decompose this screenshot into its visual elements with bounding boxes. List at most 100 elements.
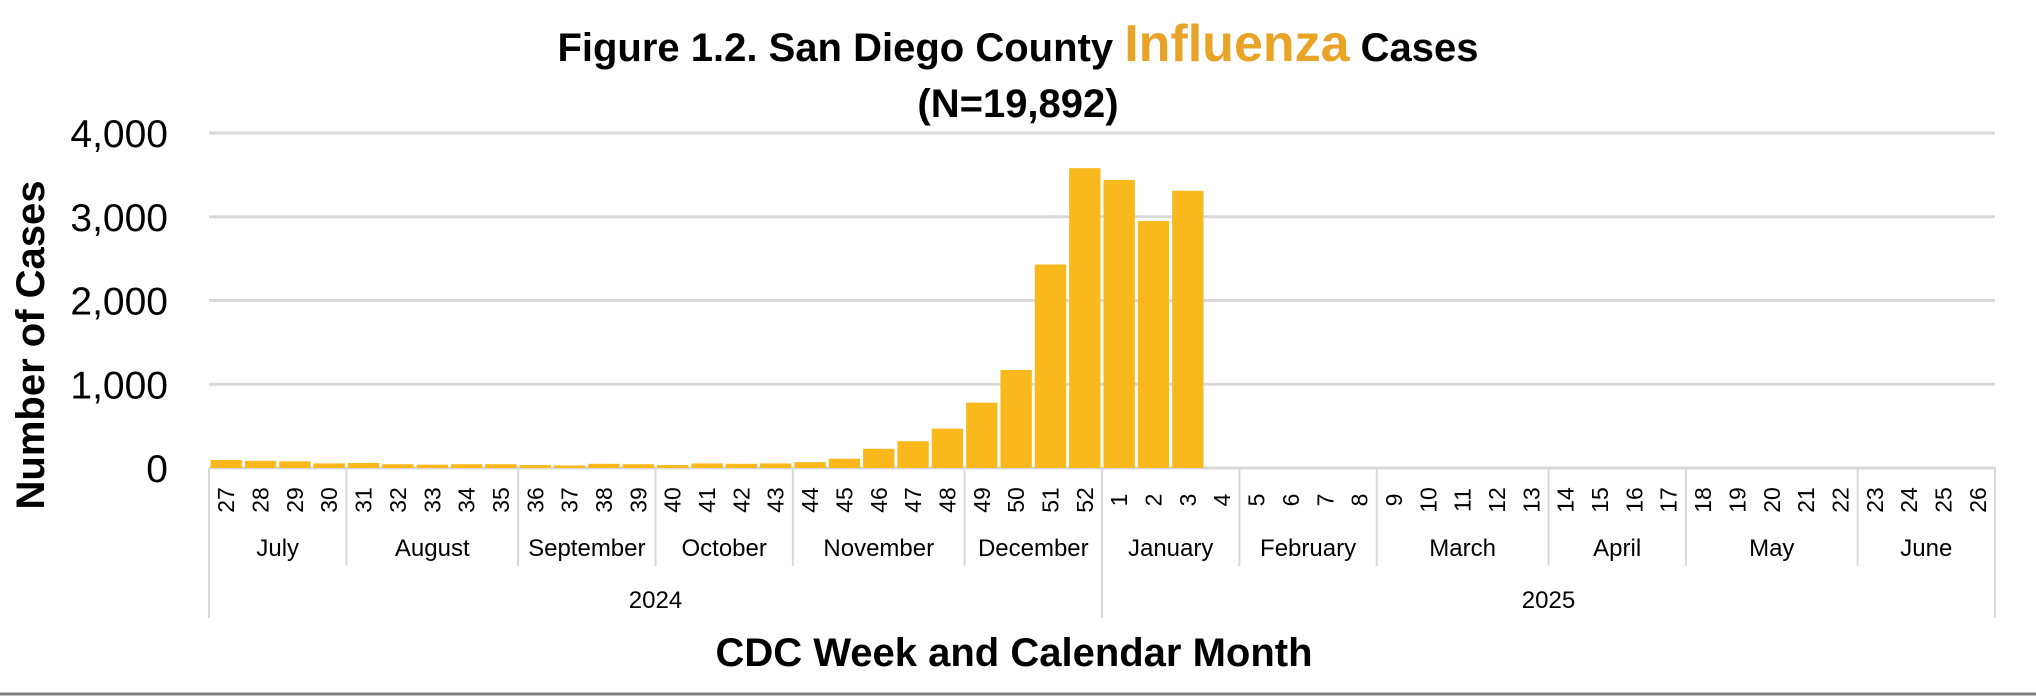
month-label: September: [528, 535, 645, 562]
week-tick-label: 50: [1003, 487, 1029, 513]
bar-week-1: [1103, 179, 1135, 468]
bar-week-50: [1000, 370, 1032, 468]
week-tick-label: 32: [385, 487, 411, 513]
week-tick-label: 20: [1759, 487, 1785, 513]
bar-week-33: [416, 464, 448, 468]
week-tick-label: 49: [969, 487, 995, 513]
week-tick-label: 21: [1793, 487, 1819, 513]
y-tick-label: 2,000: [70, 281, 168, 324]
week-tick-label: 22: [1827, 487, 1853, 513]
week-tick-label: 17: [1656, 487, 1682, 513]
y-tick-label: 4,000: [70, 113, 168, 156]
month-label: April: [1593, 535, 1641, 562]
bar-week-42: [725, 463, 758, 468]
bar-week-49: [966, 402, 998, 468]
bar-week-46: [863, 448, 895, 468]
bar-week-29: [279, 461, 311, 468]
y-tick-label: 3,000: [70, 197, 168, 240]
bar-week-40: [657, 465, 689, 468]
y-axis-ticks: 0 1,000 2,000 3,000 4,000: [70, 113, 168, 491]
y-axis-label: Number of Cases: [9, 181, 53, 510]
week-tick-label: 36: [522, 487, 548, 513]
week-tick-label: 4: [1209, 493, 1235, 506]
week-tick-label: 9: [1381, 494, 1407, 507]
week-tick-label: 27: [213, 487, 239, 513]
week-tick-label: 42: [728, 487, 754, 513]
week-tick-label: 52: [1072, 487, 1098, 513]
week-tick-label: 18: [1690, 487, 1716, 513]
bar-week-3: [1172, 190, 1204, 468]
week-tick-label: 31: [351, 487, 377, 513]
chart-title: Figure 1.2. San Diego County Influenza C…: [0, 14, 2036, 78]
week-tick-label: 44: [797, 487, 823, 513]
bar-week-35: [485, 464, 517, 468]
week-tick-label: 35: [488, 487, 514, 513]
bar-week-47: [897, 441, 929, 468]
week-tick-label: 15: [1587, 487, 1613, 513]
bar-week-37: [553, 465, 586, 468]
month-label: March: [1429, 535, 1496, 562]
bar-week-51: [1034, 264, 1067, 468]
y-tick-label: 0: [146, 448, 168, 491]
week-tick-label: 10: [1415, 487, 1441, 513]
bar-week-27: [210, 460, 242, 468]
week-tick-label: 2: [1141, 494, 1167, 507]
week-tick-label: 33: [419, 487, 445, 513]
week-tick-label: 16: [1621, 487, 1647, 513]
chart-title-suffix: Cases: [1349, 26, 1479, 70]
month-label: January: [1128, 535, 1213, 562]
week-tick-label: 30: [316, 487, 342, 513]
week-tick-label: 51: [1037, 487, 1063, 513]
week-tick-label: 40: [660, 487, 686, 513]
bar-week-34: [450, 464, 483, 468]
bar-week-41: [691, 463, 723, 468]
bar-week-38: [588, 463, 620, 468]
bar-week-32: [382, 464, 414, 468]
chart-title-highlight: Influenza: [1124, 15, 1350, 73]
week-tick-label: 38: [591, 487, 617, 513]
month-label: February: [1260, 535, 1356, 562]
week-tick-label: 28: [248, 487, 274, 513]
bar-week-45: [828, 458, 861, 468]
bar-week-28: [244, 460, 277, 468]
week-tick-label: 5: [1244, 494, 1270, 507]
chart-subtitle: (N=19,892): [917, 82, 1119, 126]
week-tick-label: 41: [694, 487, 720, 513]
week-tick-label: 45: [831, 487, 857, 513]
year-label: 2025: [1522, 587, 1575, 614]
bar-week-43: [760, 463, 792, 468]
week-tick-label: 26: [1965, 487, 1991, 513]
week-tick-label: 47: [900, 487, 926, 513]
bar-week-2: [1137, 220, 1170, 468]
week-tick-label: 8: [1347, 494, 1373, 507]
bar-week-44: [794, 462, 826, 468]
week-tick-label: 39: [625, 487, 651, 513]
week-tick-label: 7: [1312, 494, 1338, 507]
x-axis: 27 28 29 30 31 32 33 34 35 36 37 38 39 40 41 42 43 44 45 46…: [208, 468, 1996, 618]
bar-week-36: [519, 465, 551, 468]
week-tick-label: 1: [1106, 494, 1132, 507]
month-label: December: [978, 535, 1089, 562]
week-tick-label: 19: [1724, 487, 1750, 513]
gridlines: [209, 131, 1995, 470]
bar-week-31: [347, 462, 380, 468]
bar-week-52: [1069, 168, 1101, 469]
week-tick-label: 14: [1553, 487, 1579, 513]
week-tick-label: 23: [1862, 487, 1888, 513]
week-tick-label: 12: [1484, 487, 1510, 513]
month-label: July: [256, 535, 299, 562]
month-label: August: [395, 535, 470, 562]
week-tick-label: 6: [1278, 494, 1304, 507]
bars: [210, 168, 1204, 469]
week-tick-label: 13: [1518, 487, 1544, 513]
month-label: June: [1900, 535, 1952, 562]
bar-week-30: [313, 463, 345, 468]
bar-week-48: [931, 428, 964, 468]
week-tick-label: 37: [557, 487, 583, 513]
week-tick-label: 3: [1175, 494, 1201, 507]
week-tick-label: 43: [763, 487, 789, 513]
week-tick-label: 11: [1450, 488, 1476, 512]
week-tick-label: 34: [454, 487, 480, 513]
y-tick-label: 1,000: [70, 364, 168, 407]
